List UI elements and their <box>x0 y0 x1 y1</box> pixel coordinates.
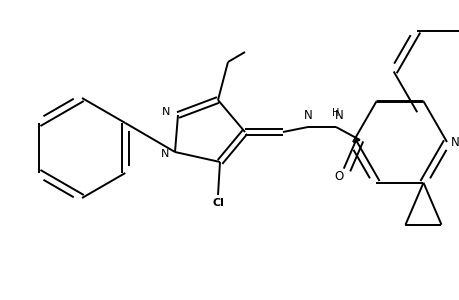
Text: N: N <box>450 136 459 148</box>
Text: H: H <box>331 108 339 118</box>
Text: O: O <box>334 169 343 182</box>
Text: N: N <box>303 109 312 122</box>
Text: N: N <box>161 149 169 159</box>
Text: Cl: Cl <box>212 198 224 208</box>
Text: N: N <box>334 109 342 122</box>
Text: N: N <box>162 107 170 117</box>
